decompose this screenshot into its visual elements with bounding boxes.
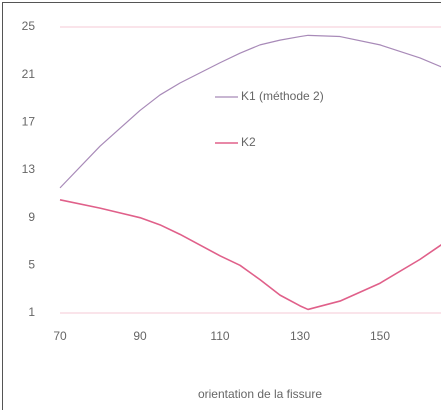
y-tick-label: 5 — [28, 258, 35, 272]
series-line — [59, 34, 441, 189]
x-tick-label: 130 — [290, 329, 310, 343]
y-tick-label: 13 — [22, 162, 36, 176]
x-tick-label: 150 — [370, 329, 390, 343]
y-tick-label: 9 — [28, 210, 35, 224]
x-tick-label: 90 — [133, 329, 147, 343]
y-tick-label: 17 — [22, 115, 36, 129]
series-line — [59, 199, 441, 311]
y-tick-label: 25 — [22, 19, 36, 33]
x-axis-label: orientation de la fissure — [198, 387, 322, 401]
y-tick-label: 1 — [28, 305, 35, 319]
x-tick-label: 110 — [210, 329, 229, 343]
y-tick-label: 21 — [22, 67, 36, 81]
legend-label: K1 (méthode 2) — [241, 89, 324, 103]
legend-label: K2 — [241, 135, 256, 149]
x-tick-label: 70 — [53, 329, 67, 343]
